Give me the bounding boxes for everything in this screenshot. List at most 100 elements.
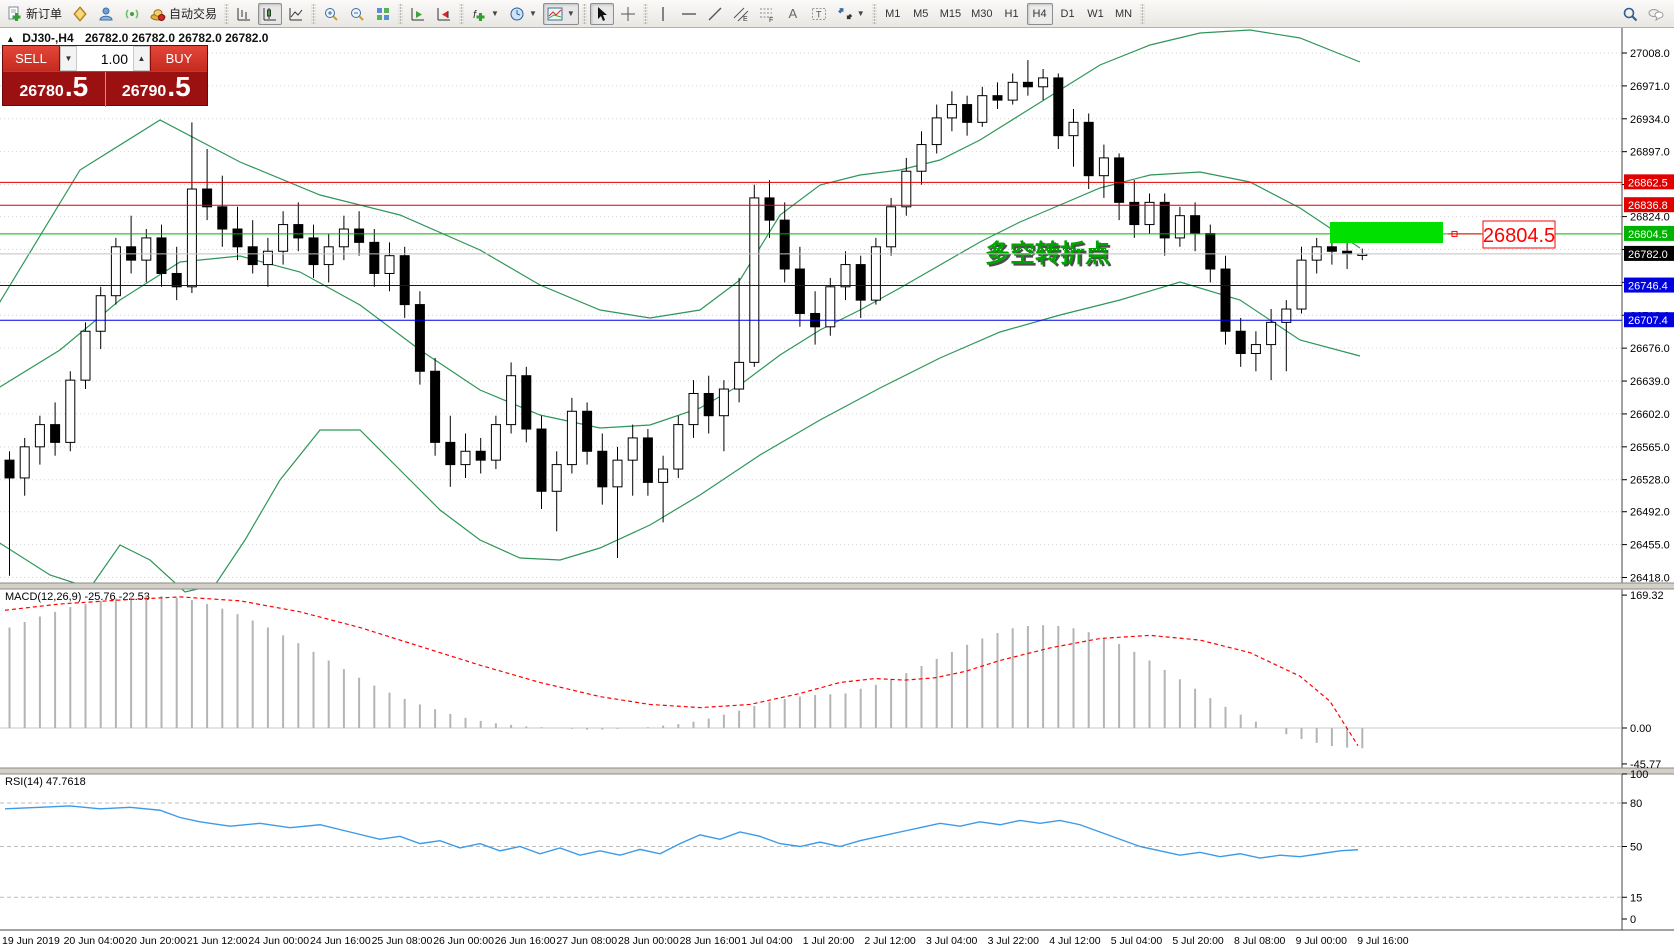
timeframe-button-m1[interactable]: M1 (880, 3, 906, 25)
cursor-button[interactable] (589, 2, 614, 25)
volume-down-button[interactable]: ▼ (60, 46, 77, 71)
templates-icon (547, 7, 563, 20)
candle-body (1022, 81, 1033, 88)
trendline-button[interactable] (703, 3, 727, 25)
time-axis-label: 3 Jul 22:00 (988, 935, 1040, 947)
timeframe-label: H1 (1004, 7, 1019, 20)
text-label-icon: T (811, 7, 826, 20)
new-order-button[interactable]: 新订单 (3, 3, 66, 25)
candle-body (840, 264, 851, 288)
collapse-triangle-icon[interactable]: ▲ (6, 34, 15, 44)
search-button[interactable] (1618, 3, 1642, 25)
metaeditor-button[interactable] (68, 3, 92, 25)
timeframe-label: MN (1114, 7, 1133, 20)
trade-group: 新订单 自动交易 (2, 1, 222, 27)
vertical-line-button[interactable] (651, 3, 675, 25)
profile-icon (99, 7, 113, 20)
profile-button[interactable] (94, 3, 118, 25)
templates-button[interactable]: ▼ (542, 2, 579, 25)
scroll-group (405, 1, 457, 27)
price-tick-label: 26971.0 (1630, 81, 1670, 93)
sell-price-main: 26780 (19, 83, 64, 100)
chart-shift-button[interactable] (432, 3, 456, 25)
price-badge-label: 26746.4 (1628, 281, 1668, 293)
price-callout-box[interactable] (1482, 220, 1556, 249)
signals-button[interactable] (120, 3, 144, 25)
chat-button[interactable] (1644, 3, 1668, 25)
rsi-axis-label: 80 (1630, 798, 1642, 810)
candle-body (156, 237, 167, 274)
candle-body (764, 197, 775, 221)
zoom-group (318, 1, 396, 27)
splitter-main-macd[interactable] (0, 583, 1674, 589)
candle-body (688, 392, 699, 426)
time-axis-label: 28 Jun 16:00 (680, 935, 741, 947)
horizontal-line-button[interactable] (677, 3, 701, 25)
sell-price[interactable]: 26780 .5 (3, 72, 106, 107)
price-tick-label: 26492.0 (1630, 507, 1670, 519)
indicators-button[interactable]: f ▼ (467, 3, 503, 25)
crosshair-button[interactable] (616, 3, 640, 25)
auto-scroll-button[interactable] (406, 3, 430, 25)
highlight-rectangle[interactable] (1330, 222, 1443, 243)
time-axis-label: 21 Jun 12:00 (187, 935, 248, 947)
timeframe-label: M15 (939, 7, 962, 20)
chevron-down-icon: ▼ (491, 9, 499, 18)
timeframe-label: D1 (1060, 7, 1075, 20)
vertical-line-icon (662, 6, 664, 21)
rsi-line (4, 805, 1359, 859)
arrows-button[interactable]: ▼ (833, 3, 869, 25)
crosshair-icon (620, 6, 635, 21)
buy-price-main: 26790 (121, 83, 167, 100)
splitter-macd-rsi[interactable] (0, 768, 1674, 774)
candle-body (50, 424, 61, 443)
autotrading-button[interactable]: 自动交易 (146, 3, 221, 25)
bollinger-middle-band (0, 171, 1361, 429)
zoom-out-button[interactable] (345, 3, 369, 25)
fibonacci-button[interactable]: F (755, 3, 779, 25)
text-button[interactable]: A (781, 3, 805, 25)
periods-button[interactable]: ▼ (505, 3, 541, 25)
candle-body (946, 104, 957, 119)
equidistant-channel-button[interactable]: E (729, 3, 753, 25)
volume-input[interactable]: 1.00 (100, 50, 128, 67)
candle-body (1129, 201, 1140, 226)
text-label-button[interactable]: T (807, 3, 831, 25)
buy-button[interactable]: BUY (150, 46, 207, 71)
equidistant-channel-icon: E (733, 7, 749, 22)
candle-body (931, 117, 942, 146)
bar-chart-button[interactable] (232, 3, 256, 25)
callout-anchor-handle[interactable] (1451, 230, 1458, 237)
timeframe-button-mn[interactable]: MN (1111, 3, 1137, 25)
tile-windows-button[interactable] (371, 3, 395, 25)
volume-up-button[interactable]: ▲ (133, 46, 150, 71)
price-tick-label: 26897.0 (1630, 147, 1670, 159)
buy-price[interactable]: 26790 .5 (106, 72, 208, 107)
timeframe-label: M30 (971, 7, 993, 20)
timeframe-button-d1[interactable]: D1 (1055, 3, 1081, 25)
candle-body (369, 241, 380, 274)
timeframe-button-m5[interactable]: M5 (908, 3, 934, 25)
time-axis-label: 1 Jul 20:00 (803, 935, 855, 947)
timeframe-label: H4 (1032, 7, 1047, 20)
timeframe-button-h4[interactable]: H4 (1026, 2, 1053, 25)
time-axis-label: 20 Jun 04:00 (64, 935, 125, 947)
timeframe-group: M1 M5 M15 M30 H1 H4 D1 W1 MN (879, 1, 1138, 27)
timeframe-button-m30[interactable]: M30 (967, 3, 996, 25)
sell-button[interactable]: SELL (3, 46, 60, 71)
timeframe-button-h1[interactable]: H1 (999, 3, 1025, 25)
candlestick-button[interactable] (258, 2, 283, 25)
candle-body (1098, 157, 1109, 177)
candle-body (490, 424, 501, 461)
time-axis-label: 9 Jul 00:00 (1296, 935, 1348, 947)
timeframe-button-w1[interactable]: W1 (1083, 3, 1109, 25)
zoom-in-button[interactable] (319, 3, 343, 25)
timeframe-label: M5 (913, 7, 929, 20)
candle-body (186, 188, 197, 288)
bollinger-upper-band (0, 29, 1361, 319)
line-chart-button[interactable] (284, 3, 308, 25)
timeframe-button-m15[interactable]: M15 (936, 3, 965, 25)
price-tick-label: 26602.0 (1630, 409, 1670, 421)
autotrading-icon (150, 8, 166, 21)
